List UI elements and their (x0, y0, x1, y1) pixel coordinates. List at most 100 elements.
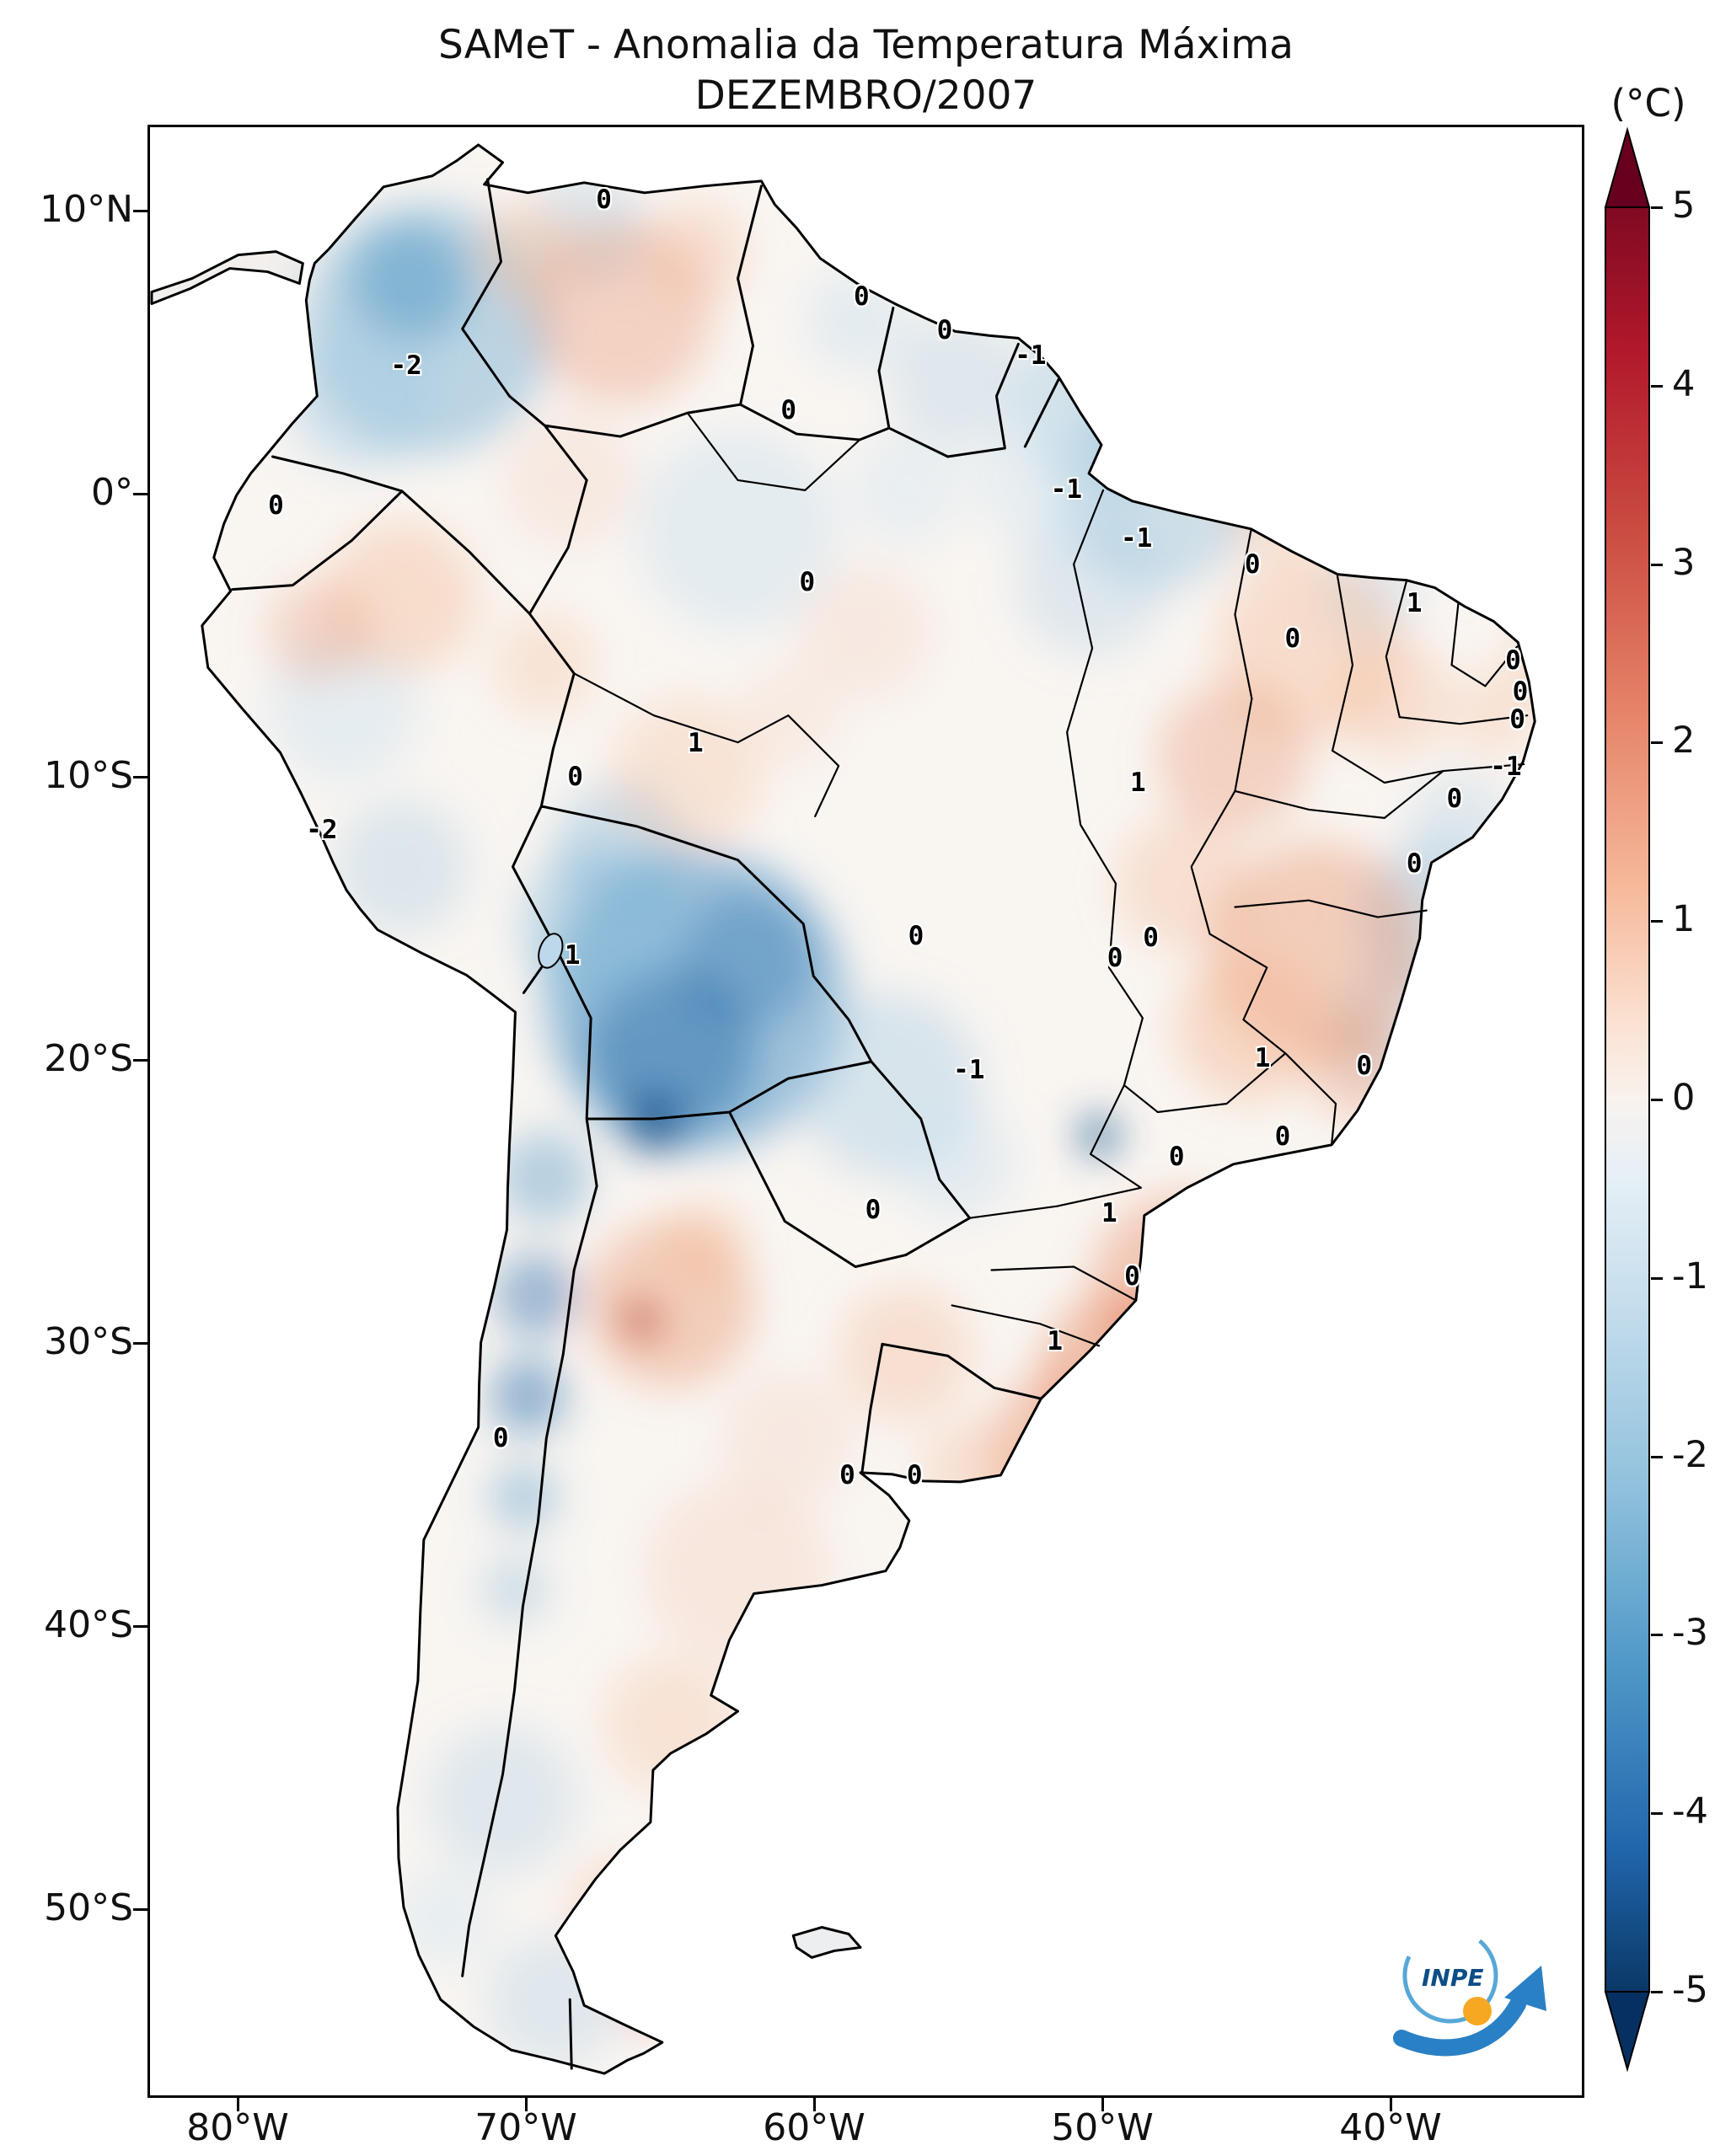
anomaly-value-label: 1 (687, 728, 704, 759)
colorbar-unit-label: (°C) (1610, 81, 1686, 126)
colorbar-tick-mark (1651, 385, 1663, 388)
colorbar-tick-label: -4 (1672, 1790, 1708, 1832)
colorbar-tick-mark (1651, 206, 1663, 209)
anomaly-value-label: -2 (390, 350, 422, 381)
anomaly-value-label: 0 (854, 281, 870, 312)
colorbar-tick-label: 5 (1672, 185, 1696, 227)
colorbar-tick-mark (1651, 1991, 1663, 1993)
anomaly-value-label: 0 (268, 490, 284, 521)
anomaly-value-label: 0 (1512, 677, 1529, 708)
colorbar-tick-mark (1651, 1812, 1663, 1815)
lat-tick-label: 40°S (44, 1603, 133, 1646)
anomaly-value-label: 0 (1446, 783, 1463, 814)
colorbar-tick-label: 2 (1672, 720, 1696, 762)
colorbar-tick-label: -1 (1672, 1255, 1708, 1297)
lat-tick-mark (133, 1625, 147, 1628)
inpe-logo-arrowhead (1504, 1966, 1546, 2011)
colorbar-tick-mark (1651, 1099, 1663, 1101)
anomaly-field (267, 169, 1535, 2069)
colorbar-extend-bottom (1604, 1991, 1651, 2073)
lat-tick-mark (133, 776, 147, 778)
anomaly-value-label: 1 (1254, 1042, 1271, 1073)
state-borders (573, 412, 1529, 1347)
colorbar-tick-label: 4 (1672, 363, 1696, 405)
lake-titicaca (538, 933, 564, 969)
lat-tick-label: 30°S (44, 1320, 133, 1363)
anomaly-value-label: 0 (908, 921, 924, 952)
lon-tick-label: 70°W (474, 2106, 577, 2149)
inpe-logo-text: INPE (1422, 1964, 1484, 1992)
lat-tick-mark (133, 1059, 147, 1062)
anomaly-value-label: -1 (1490, 752, 1522, 783)
anomaly-value-label: 0 (1143, 923, 1159, 954)
lat-tick-label: 0° (91, 471, 133, 514)
colorbar-tick-mark (1651, 1634, 1663, 1636)
anomaly-value-label: 1 (1129, 767, 1146, 798)
lat-tick-label: 20°S (44, 1037, 133, 1080)
lon-tick-label: 50°W (1051, 2106, 1154, 2149)
anomaly-value-label: 0 (1107, 942, 1123, 973)
lon-tick-label: 60°W (763, 2106, 866, 2149)
colorbar-tick-label: 3 (1672, 542, 1696, 584)
anomaly-value-label: 0 (1509, 704, 1525, 736)
anomaly-value-label: 0 (492, 1422, 509, 1453)
anomaly-value-label: -1 (953, 1054, 985, 1085)
colorbar-tick-label: 1 (1672, 898, 1696, 940)
anomaly-value-label: 0 (596, 185, 612, 216)
lat-tick-label: 10°N (40, 188, 133, 231)
lon-tick-mark (525, 2098, 528, 2111)
country-borders (231, 178, 1060, 2070)
anomaly-value-label: 0 (1356, 1051, 1373, 1082)
lat-tick-label: 10°S (44, 754, 133, 797)
lon-tick-label: 40°W (1339, 2106, 1442, 2149)
colorbar-extend-top (1604, 126, 1651, 208)
anomaly-value-label: 1 (1406, 588, 1423, 619)
map-value-labels: 0 0 0 -1 -2 0 -1 0 -1 0 0 1 0 0 0 0 1 -1 0 1 0 -2 0 0 0 0 1 1 0 -1 0 0 0… (150, 127, 1582, 2095)
anomaly-value-label: -1 (1015, 340, 1047, 371)
colorbar-tick-mark (1651, 741, 1663, 744)
anomaly-value-label: 0 (1284, 623, 1301, 655)
lat-tick-label: 50°S (44, 1886, 133, 1929)
anomaly-value-label: -1 (1120, 523, 1153, 554)
colorbar-tick-label: -2 (1672, 1434, 1708, 1476)
colorbar-tick-mark (1651, 1456, 1663, 1458)
chart-subtitle: DEZEMBRO/2007 (694, 72, 1037, 119)
anomaly-value-label: 0 (839, 1460, 855, 1491)
anomaly-value-label: 0 (799, 566, 816, 597)
anomaly-value-label: 0 (865, 1194, 882, 1225)
anomaly-value-label: -2 (306, 814, 338, 845)
lat-tick-mark (133, 1342, 147, 1345)
map-plot-area: 0 0 0 -1 -2 0 -1 0 -1 0 0 1 0 0 0 0 1 -1 0 1 0 -2 0 0 0 0 1 1 0 -1 0 0 0… (147, 125, 1584, 2098)
lon-tick-mark (237, 2098, 239, 2111)
colorbar-tick-mark (1651, 1277, 1663, 1280)
anomaly-value-label: 0 (780, 395, 797, 426)
lon-tick-mark (1390, 2098, 1392, 2111)
anomaly-value-label: 0 (1274, 1121, 1291, 1153)
south-america-map (150, 143, 1536, 2075)
lon-tick-mark (813, 2098, 816, 2111)
anomaly-value-label: 1 (1101, 1198, 1117, 1229)
colorbar-tick-mark (1651, 920, 1663, 923)
anomaly-value-label: 0 (1168, 1141, 1185, 1172)
lat-tick-mark (133, 1908, 147, 1911)
lon-tick-mark (1101, 2098, 1104, 2111)
colorbar-tick-label: -3 (1672, 1612, 1708, 1654)
anomaly-value-label: 0 (906, 1460, 923, 1491)
anomaly-value-label: 0 (936, 314, 953, 345)
anomaly-value-label: 0 (567, 761, 583, 792)
colorbar-body (1605, 206, 1650, 1993)
colorbar (1604, 126, 1651, 2073)
lon-tick-label: 80°W (186, 2106, 289, 2149)
inpe-logo-dot (1463, 1997, 1492, 2025)
anomaly-value-label: 1 (564, 940, 581, 971)
chart-title: SAMeT - Anomalia da Temperatura Máxima (438, 22, 1294, 68)
lat-tick-mark (133, 493, 147, 495)
anomaly-value-label: 0 (1244, 548, 1261, 580)
anomaly-value-label: -1 (1050, 473, 1083, 505)
anomaly-value-label: 1 (1047, 1326, 1064, 1357)
anomaly-value-label: 0 (1124, 1261, 1140, 1292)
colorbar-tick-label: -5 (1672, 1969, 1708, 2011)
colorbar-tick-label: 0 (1672, 1077, 1696, 1119)
lat-tick-mark (133, 210, 147, 212)
